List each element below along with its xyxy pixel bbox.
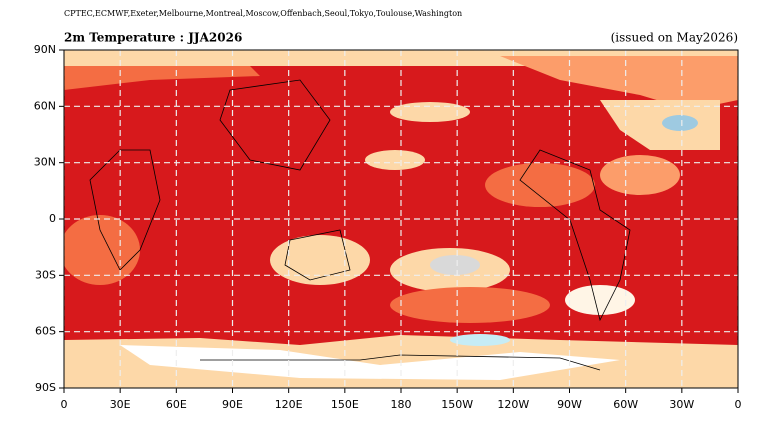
y-tick-label: 60S: [35, 325, 56, 338]
centers: CPTEC,ECMWF,Exeter,Melbourne,Montreal,Mo…: [64, 9, 462, 18]
x-tick-label: 60E: [166, 398, 187, 411]
x-tick-label: 30W: [669, 398, 694, 411]
x-tick-label: 0: [735, 398, 742, 411]
x-tick-label: 60W: [613, 398, 638, 411]
y-tick-label: 30N: [34, 156, 56, 169]
y-tick-label: 90N: [34, 43, 56, 56]
x-tick-label: 90E: [222, 398, 243, 411]
x-tick-label: 120E: [275, 398, 303, 411]
issued-date: (issued on May2026): [611, 31, 738, 45]
x-tick-label: 150W: [441, 398, 473, 411]
y-tick-label: 0: [49, 212, 56, 225]
x-tick-label: 0: [61, 398, 68, 411]
x-tick-label: 90W: [557, 398, 582, 411]
map-title: 2m Temperature : JJA2026: [64, 31, 242, 45]
y-tick-label: 90S: [35, 381, 56, 394]
x-tick-label: 120W: [497, 398, 529, 411]
x-tick-label: 30E: [110, 398, 131, 411]
map-frame: [63, 49, 739, 389]
x-tick-label: 150E: [331, 398, 359, 411]
y-tick-label: 60N: [34, 99, 56, 112]
y-tick-label: 30S: [35, 268, 56, 281]
x-tick-label: 180: [391, 398, 412, 411]
